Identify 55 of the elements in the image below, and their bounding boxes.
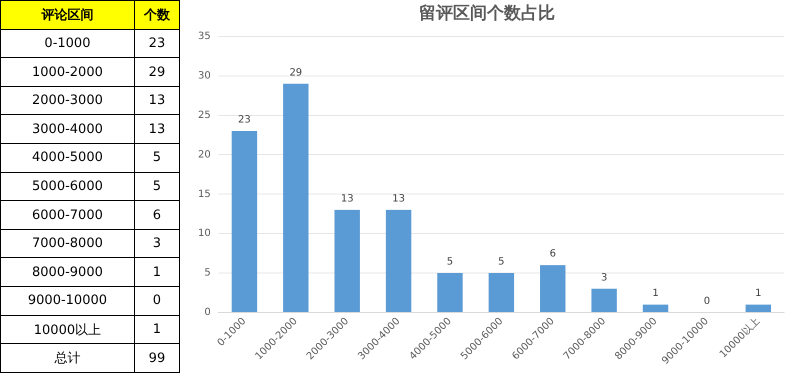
bar xyxy=(746,304,772,312)
bar xyxy=(283,84,309,312)
data-label: 5 xyxy=(446,256,454,268)
data-label: 13 xyxy=(392,194,405,205)
category-label: 8000-9000 xyxy=(0,258,134,287)
category-label: 总计 xyxy=(0,344,134,372)
category-label: 1000-2000 xyxy=(0,58,134,86)
y-tick-label: 35 xyxy=(198,30,211,42)
y-tick-label: 25 xyxy=(198,110,211,121)
data-label: 6 xyxy=(134,200,180,230)
data-label: 23 xyxy=(238,114,251,126)
data-label: 3 xyxy=(134,229,180,258)
text: 个数 xyxy=(134,0,180,30)
bar xyxy=(591,288,617,312)
bar xyxy=(488,273,514,312)
category-label: 5000-6000 xyxy=(0,172,134,201)
data-label: 23 xyxy=(134,29,180,58)
y-tick-label: 5 xyxy=(204,268,211,279)
chart-title: 留评区间个数占比 xyxy=(419,4,555,24)
category-label: 3000-4000 xyxy=(0,114,134,144)
bar xyxy=(334,210,360,312)
data-label: 1 xyxy=(134,258,180,287)
data-label: 13 xyxy=(134,114,180,144)
category-label: 2000-3000 xyxy=(0,86,134,115)
data-label: 5 xyxy=(134,144,180,172)
y-tick-label: 15 xyxy=(198,188,211,200)
bar xyxy=(386,210,412,312)
bar xyxy=(437,273,463,312)
data-label: 99 xyxy=(134,344,180,372)
bar xyxy=(540,265,566,312)
category-label: 9000-10000 xyxy=(0,286,134,316)
category-label: 6000-7000 xyxy=(0,200,134,230)
data-label: 5 xyxy=(134,172,180,201)
y-tick-label: 0 xyxy=(204,307,211,318)
text: 评论区间 xyxy=(0,0,134,30)
category-label: 7000-8000 xyxy=(0,229,134,258)
category-label: 0-1000 xyxy=(0,29,134,58)
data-label: 1 xyxy=(134,315,180,344)
y-tick-label: 20 xyxy=(198,149,211,160)
data-label: 6 xyxy=(550,248,556,260)
data-label: 0 xyxy=(134,286,180,316)
data-label: 1 xyxy=(755,288,762,300)
data-label: 0 xyxy=(704,296,710,308)
data-label: 1 xyxy=(652,288,659,300)
data-label: 29 xyxy=(289,67,302,78)
category-label: 4000-5000 xyxy=(0,144,134,172)
y-tick-label: 30 xyxy=(198,70,211,82)
y-tick-label: 10 xyxy=(198,228,211,240)
data-label: 13 xyxy=(134,86,180,115)
data-label: 3 xyxy=(600,272,608,284)
data-label: 29 xyxy=(134,58,180,86)
data-label: 13 xyxy=(340,194,354,205)
bar xyxy=(232,131,258,312)
bar xyxy=(642,304,668,312)
data-label: 5 xyxy=(498,256,505,268)
